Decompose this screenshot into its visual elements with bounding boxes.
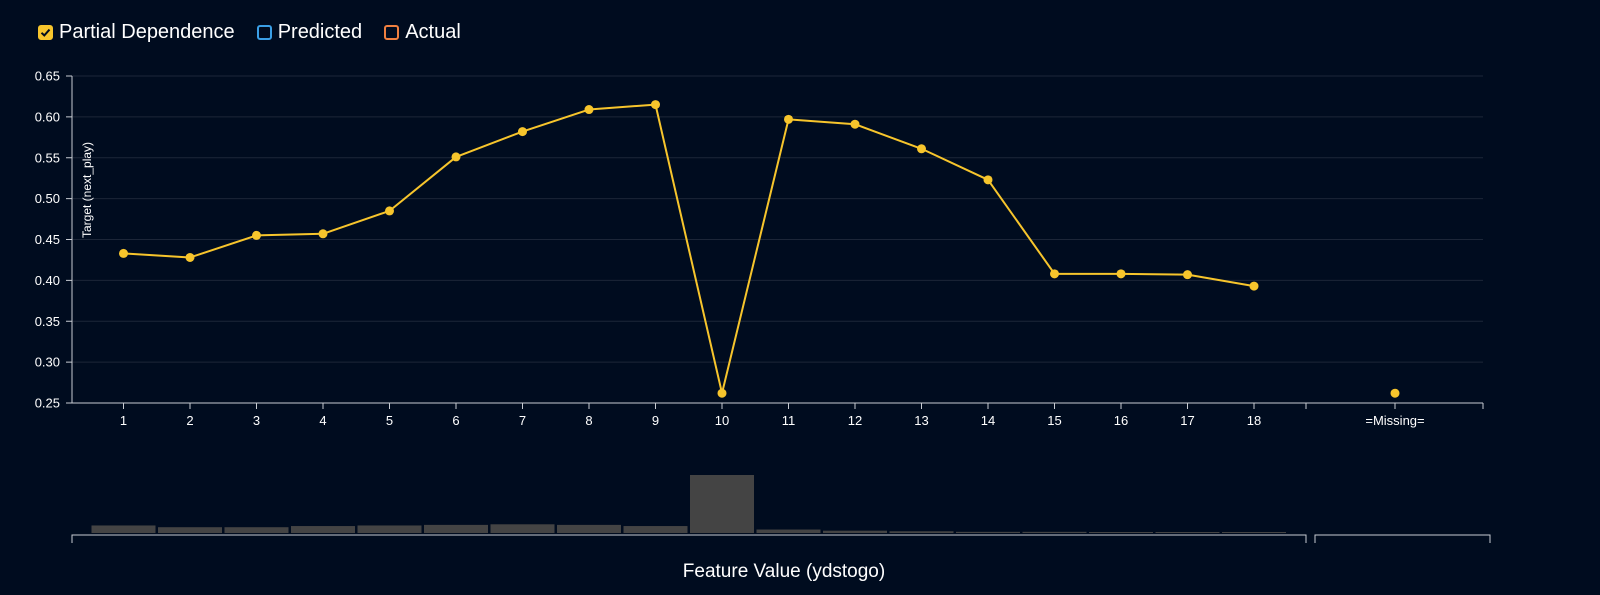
histogram-bar: [490, 524, 555, 533]
histogram-bar: [291, 526, 355, 533]
data-point[interactable]: [1183, 270, 1192, 280]
histogram-bar: [889, 531, 954, 533]
y-axis-title: Target (next_play): [80, 142, 94, 238]
x-tick-label: 9: [652, 413, 659, 428]
x-tick-label: 5: [386, 413, 393, 428]
grid-lines: [72, 75, 1483, 363]
chart-legend: Partial Dependence Predicted Actual: [38, 18, 461, 46]
histogram-bar: [158, 527, 222, 533]
checkbox-unchecked-icon[interactable]: [256, 24, 272, 40]
data-point[interactable]: [1050, 269, 1059, 279]
x-tick-label-missing: =Missing=: [1365, 413, 1424, 428]
axes: 0.250.300.350.400.450.500.550.600.651 2 3 4…: [35, 69, 1484, 428]
x-tick-label: 12: [848, 413, 862, 428]
data-point[interactable]: [185, 252, 195, 262]
x-tick-label: 11: [782, 413, 796, 428]
histogram-bar: [690, 475, 754, 533]
data-point[interactable]: [1249, 281, 1259, 291]
series-partial-dependence: [119, 100, 1400, 398]
legend-predicted-label: Predicted: [277, 20, 363, 43]
data-point[interactable]: [518, 127, 527, 137]
x-tick-label: 6: [452, 413, 459, 428]
data-point[interactable]: [385, 206, 394, 216]
histogram-bar: [91, 525, 156, 533]
data-point[interactable]: [451, 152, 461, 162]
x-tick-label: 2: [186, 413, 193, 428]
x-tick-label: 13: [914, 413, 928, 428]
y-tick-label: 0.40: [35, 273, 60, 288]
x-tick-label: 3: [253, 413, 260, 428]
x-tick-label: 17: [1180, 413, 1194, 428]
data-point[interactable]: [1116, 269, 1126, 279]
y-tick-label: 0.55: [35, 150, 60, 165]
data-point[interactable]: [584, 105, 594, 115]
legend-partial-dependence-label: Partial Dependence: [59, 20, 235, 43]
histogram-bar: [823, 530, 887, 533]
histogram-bar: [557, 524, 621, 533]
series-line: [123, 103, 1255, 395]
histogram: [71, 475, 1491, 543]
histogram-bar: [956, 531, 1020, 533]
data-point[interactable]: [252, 230, 261, 240]
data-point[interactable]: [983, 175, 993, 185]
histogram-bar: [756, 529, 821, 533]
histogram-bar: [623, 526, 688, 533]
histogram-bar: [357, 525, 422, 533]
x-tick-label: 4: [319, 413, 326, 428]
data-point-missing[interactable]: [1390, 388, 1400, 398]
checkbox-checked-icon[interactable]: [38, 24, 53, 40]
x-tick-label: 14: [981, 413, 995, 428]
legend-actual-label: Actual: [405, 20, 461, 43]
x-tick-label: 16: [1114, 413, 1128, 428]
y-tick-label: 0.65: [35, 69, 60, 84]
histogram-bracket: [71, 534, 1307, 543]
histogram-bar: [424, 524, 488, 533]
histogram-bar: [1222, 532, 1286, 533]
data-point[interactable]: [651, 100, 660, 110]
x-tick-label: 7: [519, 413, 526, 428]
data-point[interactable]: [917, 144, 926, 154]
y-tick-label: 0.25: [35, 396, 60, 411]
x-tick-label: 18: [1247, 413, 1261, 428]
data-point[interactable]: [784, 114, 793, 124]
legend-actual[interactable]: Actual: [384, 21, 461, 44]
checkbox-unchecked-icon[interactable]: [384, 24, 400, 40]
histogram-bar: [1089, 532, 1153, 533]
data-point[interactable]: [119, 248, 128, 258]
y-tick-label: 0.45: [35, 232, 60, 247]
x-axis-title: Feature Value (ydstogo): [683, 561, 885, 582]
y-tick-label: 0.35: [35, 314, 60, 329]
y-tick-label: 0.50: [35, 191, 60, 206]
y-tick-label: 0.30: [35, 355, 60, 370]
histogram-bar: [1155, 532, 1220, 533]
histogram-bar: [1022, 531, 1087, 533]
data-point[interactable]: [717, 388, 727, 398]
x-tick-label: 15: [1047, 413, 1061, 428]
y-tick-label: 0.60: [35, 109, 60, 124]
histogram-bar: [224, 527, 289, 533]
x-tick-label: 8: [585, 413, 592, 428]
data-point[interactable]: [318, 229, 328, 239]
x-tick-label: 1: [120, 413, 127, 428]
legend-predicted[interactable]: Predicted: [256, 20, 363, 44]
legend-partial-dependence[interactable]: Partial Dependence: [38, 21, 235, 44]
x-tick-label: 10: [715, 413, 729, 428]
data-point[interactable]: [850, 119, 860, 129]
histogram-bracket-missing: [1314, 534, 1491, 543]
